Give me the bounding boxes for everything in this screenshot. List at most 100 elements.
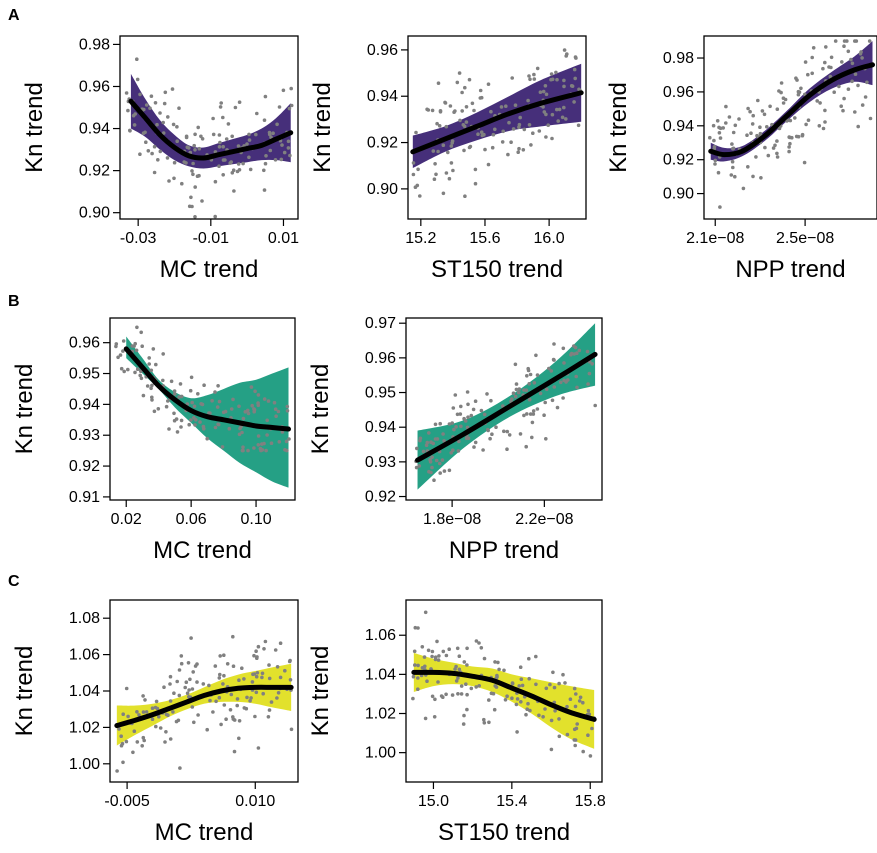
scatter-point	[192, 720, 196, 725]
scatter-point	[415, 446, 419, 451]
scatter-point	[263, 639, 268, 644]
scatter-point	[818, 101, 822, 105]
scatter-point	[278, 675, 283, 680]
scatter-point	[218, 672, 222, 677]
scatter-point	[500, 140, 505, 144]
trend-line	[114, 684, 294, 729]
scatter-point	[287, 106, 292, 111]
scatter-point	[196, 392, 200, 396]
scatter-point	[168, 674, 173, 679]
scatter-point	[133, 370, 137, 375]
scatter-point	[565, 732, 570, 737]
scatter-point	[516, 390, 521, 395]
scatter-point	[525, 707, 529, 711]
scatter-point	[245, 695, 249, 700]
scatter-point	[469, 413, 474, 418]
scatter-point	[135, 740, 140, 744]
scatter-point	[437, 654, 441, 658]
scatter-point	[438, 471, 443, 475]
scatter-point	[513, 394, 518, 399]
scatter-point	[276, 409, 281, 414]
scatter-point	[425, 679, 429, 683]
scatter-point	[218, 140, 222, 145]
y-tick-label: 0.94	[79, 121, 110, 138]
scatter-point	[163, 740, 167, 744]
scatter-point	[430, 694, 435, 699]
scatter-point	[450, 421, 455, 425]
scatter-point	[456, 676, 460, 680]
y-tick-label: 0.94	[69, 396, 100, 413]
scatter-point	[751, 174, 755, 179]
scatter-point	[482, 656, 487, 661]
scatter-point	[531, 131, 535, 135]
scatter-point	[273, 648, 278, 652]
scatter-point	[156, 158, 160, 162]
scatter-point	[435, 437, 440, 441]
scatter-point	[235, 169, 240, 174]
scatter-point	[568, 697, 573, 701]
scatter-point	[166, 115, 170, 119]
scatter-point	[794, 134, 799, 139]
scatter-point	[793, 116, 797, 120]
y-axis-title: Kn trend	[11, 364, 38, 455]
scatter-point	[143, 130, 147, 135]
plot-area	[114, 634, 294, 773]
scatter-point	[577, 87, 581, 92]
scatter-point	[252, 446, 256, 450]
scatter-point	[477, 684, 482, 688]
x-tick-label: 15.2	[405, 230, 436, 247]
scatter-point	[552, 685, 557, 690]
scatter-point	[564, 117, 568, 121]
scatter-point	[433, 697, 437, 702]
scatter-point	[116, 355, 120, 360]
scatter-point	[122, 369, 126, 374]
scatter-point	[534, 654, 538, 659]
scatter-point	[733, 123, 738, 128]
scatter-point	[461, 722, 466, 726]
scatter-point	[756, 98, 760, 103]
plot-area	[124, 57, 294, 219]
scatter-point	[135, 325, 139, 330]
scatter-point	[252, 653, 256, 658]
scatter-point	[119, 734, 123, 738]
scatter-point	[563, 681, 567, 685]
scatter-point	[430, 649, 435, 654]
scatter-point	[217, 676, 222, 680]
scatter-point	[450, 693, 455, 697]
scatter-point	[190, 705, 195, 709]
scatter-point	[274, 414, 278, 419]
scatter-point	[787, 149, 791, 154]
scatter-point	[172, 411, 176, 416]
scatter-point	[201, 682, 206, 686]
scatter-point	[519, 700, 523, 704]
scatter-point	[471, 407, 476, 412]
scatter-point	[262, 647, 266, 651]
scatter-point	[490, 145, 495, 150]
scatter-point	[526, 98, 530, 103]
scatter-point	[502, 429, 506, 434]
scatter-point	[232, 189, 236, 193]
scatter-point	[806, 72, 810, 77]
scatter-point	[573, 743, 577, 748]
scatter-point	[171, 710, 175, 714]
scatter-point	[771, 146, 776, 150]
scatter-point	[196, 125, 200, 130]
scatter-point	[587, 371, 592, 376]
scatter-point	[574, 56, 578, 60]
scatter-point	[444, 692, 448, 697]
scatter-point	[168, 682, 172, 686]
scatter-point	[240, 448, 245, 453]
scatter-point	[528, 372, 533, 377]
scatter-point	[718, 205, 722, 209]
scatter-point	[541, 89, 546, 94]
scatter-point	[121, 760, 125, 765]
chart-c2: 15.0 15.4 15.8 1.00 1.02 1.04 1.06 ST150 trend K…	[307, 599, 606, 846]
trend-line	[415, 351, 598, 463]
scatter-point	[766, 153, 771, 158]
scatter-point	[201, 424, 206, 429]
scatter-point	[256, 393, 261, 397]
scatter-point	[164, 404, 169, 409]
scatter-point	[288, 678, 293, 682]
scatter-point	[202, 383, 206, 388]
